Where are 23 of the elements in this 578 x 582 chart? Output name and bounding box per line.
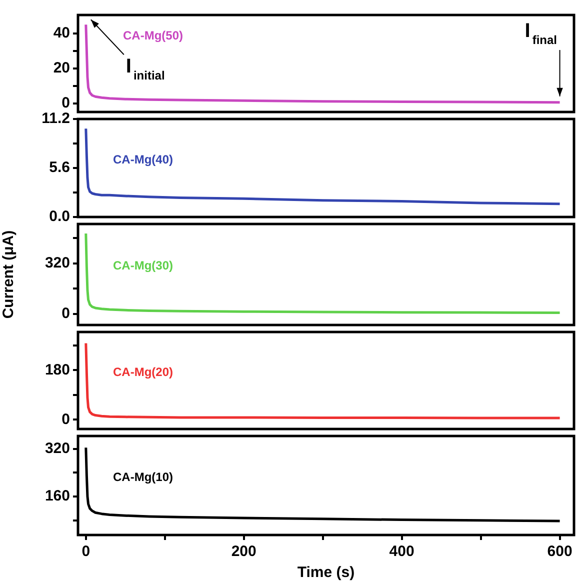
y-tick-label: 40 [53, 24, 70, 42]
x-tick-label: 600 [547, 543, 572, 560]
y-tick-label: 160 [44, 488, 70, 505]
y-tick-label: 0 [62, 305, 70, 322]
y-tick-label: 0 [62, 410, 70, 428]
text: CA-Mg(50) [123, 28, 183, 43]
text: CA-Mg(30) [113, 258, 173, 273]
y-tick-label: 11.2 [42, 110, 70, 128]
text: CA-Mg(10) [113, 470, 173, 484]
x-axis-title: Time (s) [297, 564, 355, 582]
y-tick-label: 0 [62, 94, 70, 112]
y-tick-label: 0.0 [49, 208, 70, 226]
x-tick-label: 400 [389, 543, 414, 560]
text: CA-Mg(40) [113, 152, 173, 166]
y-tick-label: 320 [44, 254, 70, 272]
y-tick-label: 320 [44, 440, 70, 457]
x-tick-label: 0 [82, 543, 90, 560]
y-axis-title: Current (μA) [0, 230, 18, 319]
x-tick-label: 200 [231, 543, 256, 560]
text: CA-Mg(20) [113, 365, 173, 380]
y-tick-label: 5.6 [49, 159, 70, 176]
y-tick-label: 20 [53, 59, 70, 76]
y-tick-label: 180 [44, 361, 70, 378]
